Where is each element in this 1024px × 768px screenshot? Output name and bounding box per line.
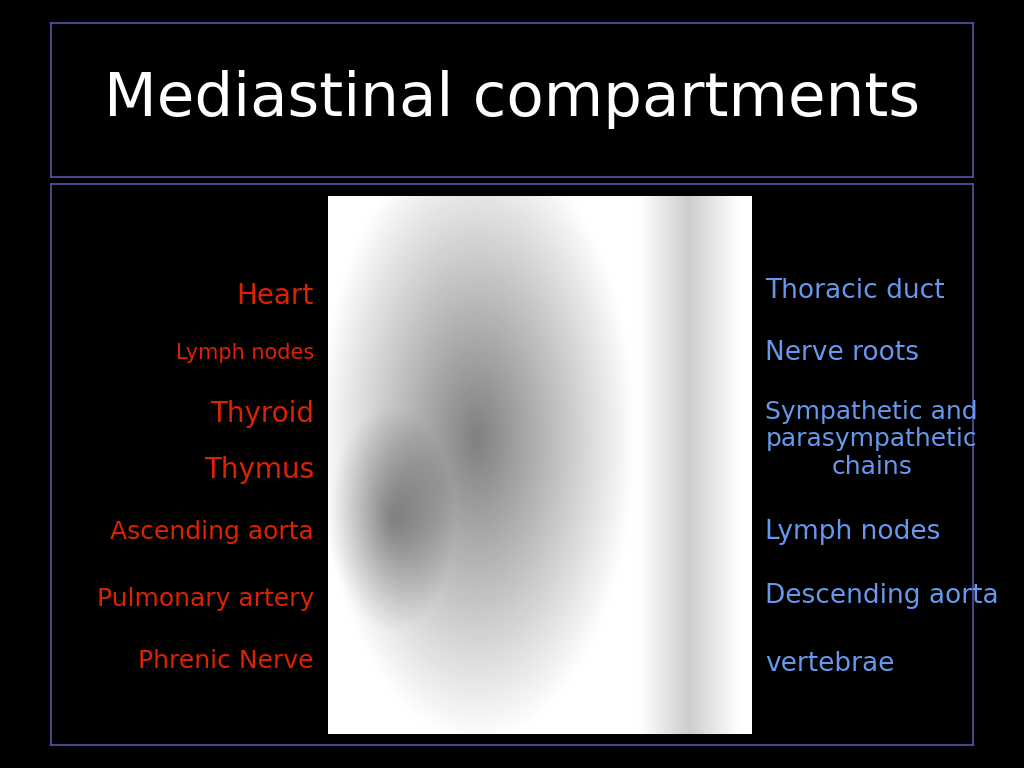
Text: Thyroid: Thyroid — [210, 400, 313, 429]
Text: Thymus: Thymus — [204, 456, 313, 485]
Text: Nerve roots: Nerve roots — [766, 339, 920, 366]
Text: oesophagus: oesophagus — [424, 344, 591, 372]
Text: Lymph nodes: Lymph nodes — [175, 343, 313, 362]
Text: Aortic arch: Aortic arch — [428, 412, 578, 439]
Text: Mediastinal compartments: Mediastinal compartments — [104, 71, 920, 129]
Text: Lymph nodes: Lymph nodes — [766, 519, 941, 545]
Text: Descending aorta: Descending aorta — [766, 584, 999, 609]
Text: Heart: Heart — [237, 283, 313, 310]
Text: Phrenic Nerve: Phrenic Nerve — [138, 649, 313, 673]
Text: Middle: Middle — [549, 438, 601, 452]
Text: Posterior: Posterior — [585, 421, 656, 435]
Text: Lymph nodes: Lymph nodes — [425, 580, 608, 607]
Text: Thoracic duct: Thoracic duct — [766, 278, 945, 304]
Text: Vena cava: Vena cava — [445, 507, 588, 535]
Text: Trachea: Trachea — [444, 288, 552, 316]
Text: Anterior: Anterior — [417, 505, 481, 519]
Text: Ascending aorta: Ascending aorta — [111, 520, 313, 544]
Text: vertebrae: vertebrae — [766, 650, 895, 677]
Text: Sympathetic and
parasympathetic
chains: Sympathetic and parasympathetic chains — [766, 399, 978, 479]
Text: Pulmonary artery: Pulmonary artery — [96, 588, 313, 611]
